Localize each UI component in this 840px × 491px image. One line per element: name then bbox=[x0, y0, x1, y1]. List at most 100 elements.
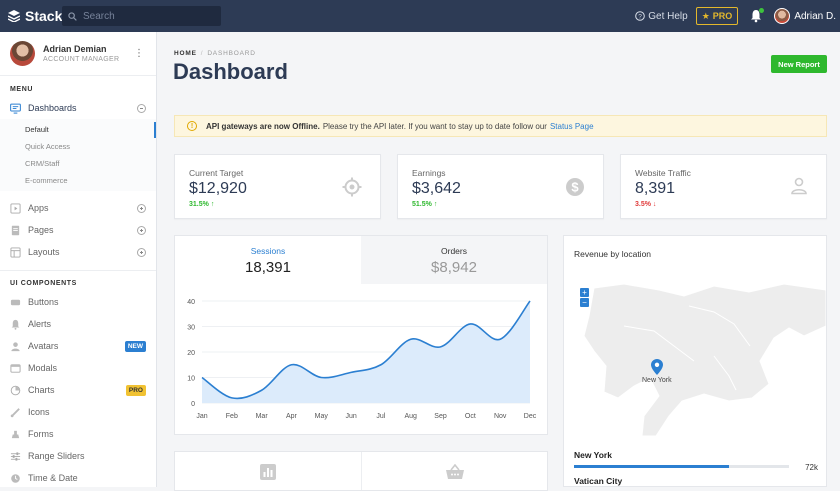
sidebar-item-layouts[interactable]: Layouts bbox=[0, 241, 156, 263]
stat-card-website-traffic: Website Traffic 8,391 3.5% ↓ bbox=[620, 154, 827, 219]
revenue-map-card: Revenue by location + − New York New Yor… bbox=[563, 235, 827, 487]
x-tick-label: Jul bbox=[376, 413, 385, 420]
map-marker-icon[interactable] bbox=[651, 359, 663, 375]
sidebar-item-icons[interactable]: Icons bbox=[0, 401, 156, 423]
world-map bbox=[583, 283, 826, 436]
status-page-link[interactable]: Status Page bbox=[549, 121, 594, 131]
stat-value: 8,391 bbox=[635, 180, 676, 197]
sidebar-divider bbox=[0, 270, 156, 271]
tab-value: $8,942 bbox=[431, 259, 477, 276]
search-icon bbox=[68, 11, 77, 21]
sessions-chart-card: Sessions 18,391 Orders $8,942 0 10 20 30 40 J… bbox=[174, 235, 548, 435]
sidebar-item-avatars[interactable]: Avatars NEW bbox=[0, 335, 156, 357]
profile-avatar bbox=[10, 41, 35, 66]
tab-value: 18,391 bbox=[245, 259, 291, 276]
breadcrumb: HOME / DASHBOARD bbox=[174, 50, 256, 57]
bell-icon bbox=[11, 319, 20, 330]
stat-change-value: 31.5% bbox=[189, 201, 209, 208]
clock-icon bbox=[11, 473, 20, 483]
submenu-item-quick-access[interactable]: Quick Access bbox=[25, 142, 71, 151]
collapse-icon[interactable] bbox=[137, 103, 146, 113]
get-help-label: Get Help bbox=[648, 10, 688, 22]
new-badge: NEW bbox=[124, 340, 146, 352]
sidebar-item-apps[interactable]: Apps bbox=[0, 197, 156, 219]
modals-icon bbox=[10, 363, 21, 373]
zoom-out-button[interactable]: − bbox=[580, 298, 589, 307]
sidebar-item-buttons[interactable]: Buttons bbox=[0, 291, 156, 313]
stat-value: $3,642 bbox=[412, 180, 461, 197]
x-tick-label: Dec bbox=[524, 413, 537, 420]
x-tick-label: Feb bbox=[226, 413, 238, 420]
expand-icon[interactable] bbox=[137, 247, 146, 257]
x-tick-label: Sep bbox=[434, 413, 447, 420]
x-tick-label: Aug bbox=[404, 413, 417, 420]
sidebar-item-label: Dashboards bbox=[28, 103, 77, 113]
breadcrumb-current: DASHBOARD bbox=[207, 50, 256, 57]
sidebar-item-charts[interactable]: Charts PRO bbox=[0, 379, 156, 401]
top-navbar: Stack ? Get Help ★ PRO Adrian D. bbox=[0, 0, 840, 32]
submenu-item-default[interactable]: Default bbox=[0, 121, 156, 138]
sidebar-item-time-date[interactable]: Time & Date bbox=[0, 467, 156, 487]
sidebar-item-label: Forms bbox=[28, 429, 54, 439]
expand-icon[interactable] bbox=[137, 203, 146, 213]
location-value: 72k bbox=[805, 463, 818, 472]
y-tick-label: 0 bbox=[191, 401, 195, 408]
submenu-item-crm-staff[interactable]: CRM/Staff bbox=[25, 159, 60, 168]
new-report-button[interactable]: New Report bbox=[771, 55, 827, 73]
star-icon: ★ bbox=[701, 10, 710, 21]
bar-chart-icon bbox=[260, 464, 276, 480]
location-row: New York 72k bbox=[574, 450, 818, 472]
x-tick-label: Apr bbox=[286, 413, 298, 420]
svg-text:?: ? bbox=[638, 13, 642, 20]
stat-label: Current Target bbox=[189, 168, 244, 178]
alert-bold-text: API gateways are now Offline. bbox=[206, 121, 320, 131]
tab-sessions[interactable]: Sessions 18,391 bbox=[175, 236, 361, 284]
expand-icon[interactable] bbox=[137, 225, 146, 235]
arrow-up-icon: ↑ bbox=[433, 201, 438, 208]
stack-logo-icon bbox=[8, 10, 20, 22]
buttons-icon bbox=[10, 299, 21, 305]
sidebar-item-dashboards[interactable]: Dashboards bbox=[0, 97, 156, 119]
pro-button[interactable]: ★ PRO bbox=[695, 7, 739, 25]
sidebar-item-range-sliders[interactable]: Range Sliders bbox=[0, 445, 156, 467]
x-tick-label: Oct bbox=[465, 413, 476, 420]
breadcrumb-home[interactable]: HOME bbox=[174, 50, 197, 57]
stat-change-value: 51.5% bbox=[412, 201, 432, 208]
sliders-icon bbox=[10, 451, 21, 461]
user-icon bbox=[791, 177, 807, 195]
search-box[interactable] bbox=[62, 6, 221, 26]
sidebar-item-label: Range Sliders bbox=[28, 451, 85, 461]
layouts-icon bbox=[10, 246, 21, 258]
stat-label: Earnings bbox=[412, 168, 446, 178]
stat-label: Website Traffic bbox=[635, 168, 691, 178]
menu-section-label: MENU bbox=[10, 86, 34, 93]
notifications-button[interactable] bbox=[750, 8, 765, 23]
brand[interactable]: Stack bbox=[0, 8, 62, 24]
target-icon bbox=[342, 177, 362, 197]
avatar bbox=[774, 8, 791, 24]
submenu-item-e-commerce[interactable]: E-commerce bbox=[25, 176, 68, 185]
sidebar-item-label: Avatars bbox=[28, 341, 59, 351]
brush-icon bbox=[10, 407, 20, 417]
sidebar-item-modals[interactable]: Modals bbox=[0, 357, 156, 379]
tab-orders[interactable]: Orders $8,942 bbox=[361, 236, 547, 284]
search-input[interactable] bbox=[83, 10, 213, 22]
sidebar-item-alerts[interactable]: Alerts bbox=[0, 313, 156, 335]
notification-dot bbox=[759, 8, 765, 13]
apps-icon bbox=[10, 202, 21, 214]
get-help-link[interactable]: ? Get Help bbox=[635, 10, 688, 22]
zoom-in-button[interactable]: + bbox=[580, 288, 589, 297]
bottom-stats-card bbox=[174, 451, 548, 491]
y-tick-label: 20 bbox=[187, 350, 195, 357]
more-options-icon[interactable]: ⋮ bbox=[134, 47, 144, 59]
x-tick-label: Jan bbox=[196, 413, 207, 420]
svg-text:$: $ bbox=[571, 180, 579, 195]
sidebar-item-forms[interactable]: Forms bbox=[0, 423, 156, 445]
sidebar-item-pages[interactable]: Pages bbox=[0, 219, 156, 241]
stat-change: 51.5% ↑ bbox=[412, 201, 437, 208]
location-name: New York bbox=[574, 450, 612, 460]
x-tick-label: Mar bbox=[256, 413, 269, 420]
x-tick-label: May bbox=[315, 413, 329, 420]
sessions-area-chart: 0 10 20 30 40 Jan Feb Mar Apr May Jun Jul Aug Sep Oct N… bbox=[187, 299, 537, 420]
user-menu[interactable]: Adrian D. bbox=[774, 8, 836, 24]
